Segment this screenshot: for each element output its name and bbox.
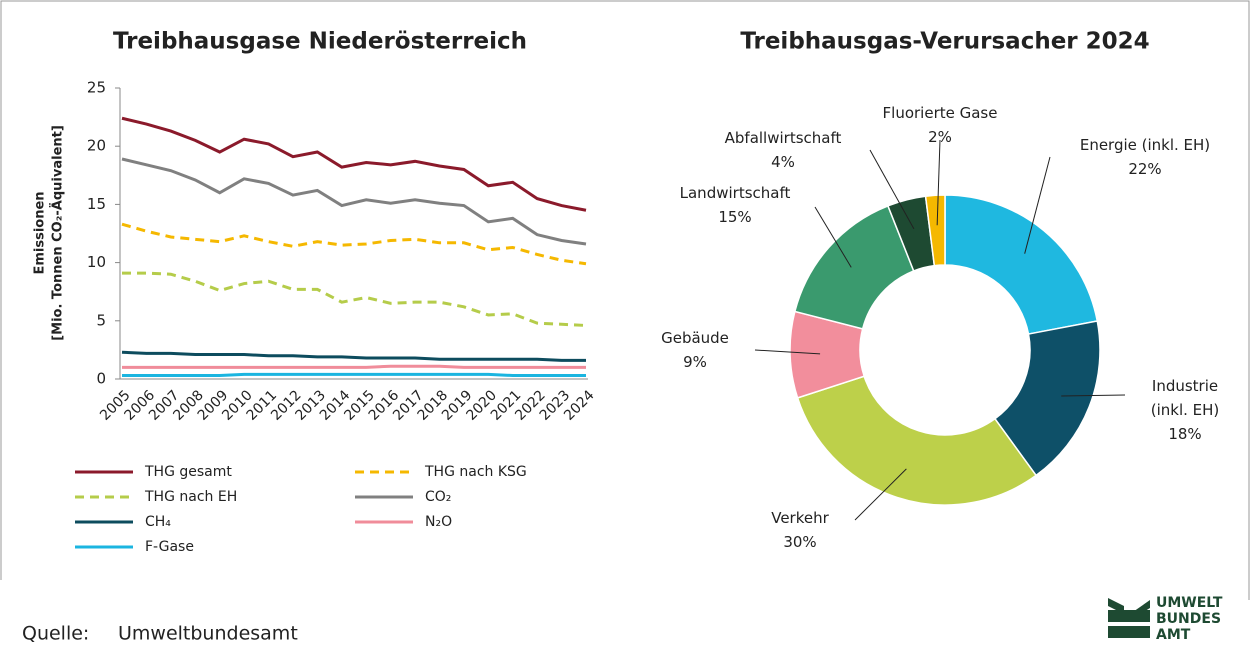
slice-label: Fluorierte Gase 2% [883, 101, 998, 149]
leader-line [936, 139, 941, 226]
category-label: Landwirtschaft [679, 184, 791, 202]
y-tick-label: 5 [96, 311, 106, 329]
legend-label: F-Gase [145, 539, 194, 555]
chart-title: Treibhausgas-Verursacher 2024 [740, 29, 1149, 55]
value-label: 2% [928, 128, 952, 146]
leader-line [854, 468, 907, 521]
legend-label: N₂O [425, 514, 452, 530]
value-label: 15% [718, 208, 752, 226]
y-tick-label: 15 [87, 195, 106, 213]
y-axis-title: [Mio. Tonnen CO₂-Äquivalent] [50, 125, 66, 341]
logo: UMWELT BUNDES AMT [1108, 595, 1223, 643]
category-label: Fluorierte Gase [882, 104, 998, 122]
y-tick-label: 20 [87, 137, 106, 155]
y-tick-label: 0 [96, 370, 106, 388]
data-line [121, 116, 587, 212]
data-line [122, 364, 586, 369]
legend-label: THG gesamt [144, 464, 232, 480]
y-tick-label: 25 [87, 79, 106, 97]
leader-line [1024, 156, 1051, 254]
category-label: Energie (inkl. EH) [1079, 136, 1211, 154]
logo-text: BUNDES [1156, 611, 1221, 627]
data-line [122, 271, 587, 327]
legend-label: THG nach EH [144, 489, 237, 505]
slice-label: Landwirtschaft 15% [680, 181, 791, 229]
data-line [122, 372, 586, 378]
data-line [121, 222, 587, 266]
category-label: Gebäude [661, 329, 729, 347]
source-label: Quelle: [22, 623, 89, 645]
leader-line [1061, 394, 1126, 397]
donut-slice [796, 375, 1038, 506]
slice-label: Industrie (inkl. EH) 18% [1140, 374, 1230, 446]
data-line [121, 157, 587, 246]
slice-label: Gebäude 9% [661, 326, 729, 374]
donut-slice [924, 194, 946, 267]
legend-label: THG nach KSG [424, 464, 527, 480]
legend-label: CO₂ [425, 489, 451, 505]
value-label: 30% [783, 533, 817, 551]
value-label: 4% [771, 153, 795, 171]
logo-text: UMWELT [1156, 595, 1223, 611]
slice-label: Energie (inkl. EH) 22% [1080, 133, 1210, 181]
leader-line [814, 206, 852, 268]
category-label: Verkehr [771, 509, 829, 527]
category-label: Industrie (inkl. EH) [1150, 377, 1220, 419]
leader-line [869, 149, 915, 230]
frame [0, 0, 1250, 600]
value-label: 18% [1168, 425, 1202, 443]
donut-slice [944, 194, 1099, 335]
data-line [121, 350, 586, 362]
legend-label: CH₄ [145, 514, 171, 530]
slice-label: Abfallwirtschaft 4% [725, 126, 842, 174]
logo-text: AMT [1156, 627, 1191, 643]
category-label: Abfallwirtschaft [724, 129, 842, 147]
y-axis-title: Emissionen [33, 191, 48, 274]
value-label: 9% [683, 353, 707, 371]
source-text: Umweltbundesamt [118, 623, 298, 645]
y-tick-label: 10 [87, 253, 106, 271]
value-label: 22% [1128, 160, 1162, 178]
chart-title: Treibhausgase Niederösterreich [113, 29, 527, 55]
logo-icon [1108, 598, 1150, 638]
leader-line [754, 349, 821, 355]
slice-label: Verkehr 30% [771, 506, 829, 554]
